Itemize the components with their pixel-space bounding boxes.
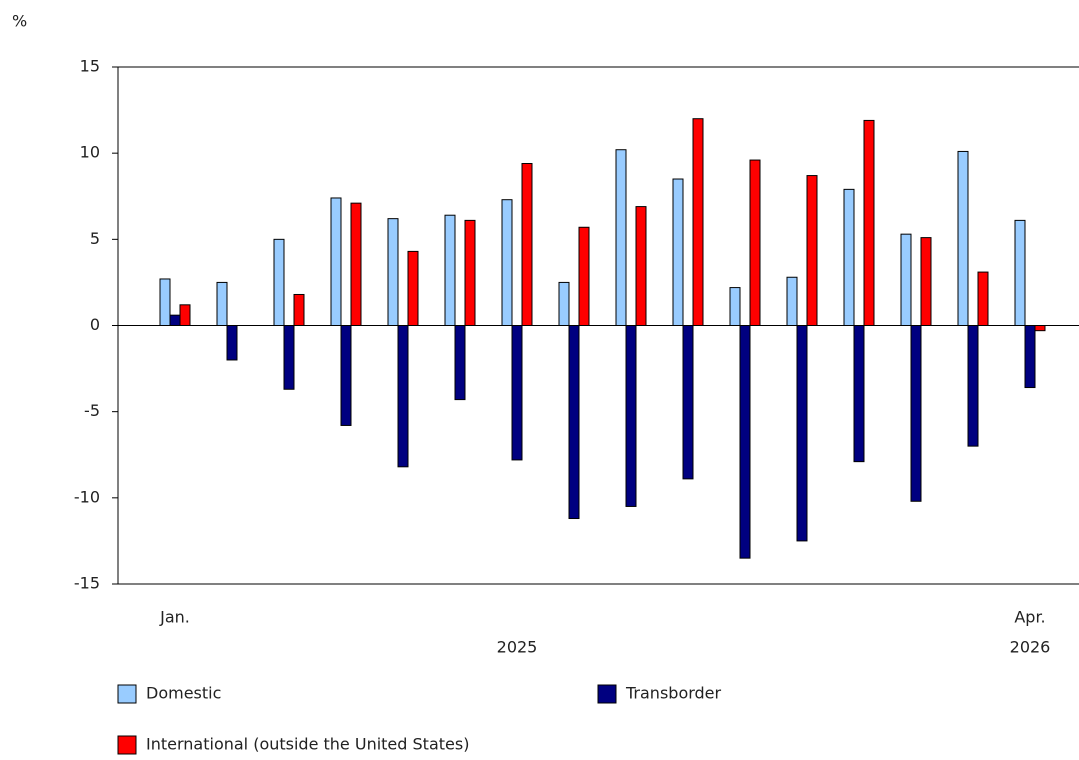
- bar: [397, 325, 409, 468]
- bar: [330, 197, 342, 326]
- bar: [625, 325, 637, 507]
- bar: [967, 325, 979, 447]
- x-group-label: 2025: [497, 638, 538, 657]
- y-tick-label: 10: [80, 143, 100, 162]
- bar: [226, 325, 238, 361]
- bar: [692, 118, 704, 326]
- bar: [273, 238, 285, 326]
- y-tick-label: -15: [74, 574, 100, 593]
- bar: [444, 214, 456, 326]
- bar: [786, 276, 798, 327]
- bar: [340, 325, 352, 426]
- x-tick-label: Jan.: [159, 608, 190, 627]
- bar: [521, 163, 533, 326]
- bar: [729, 287, 741, 327]
- bar: [179, 304, 191, 327]
- legend-label: Domestic: [146, 684, 221, 703]
- legend-swatch: [117, 735, 137, 755]
- bar: [739, 325, 751, 559]
- bar: [853, 325, 865, 463]
- legend-swatch: [597, 684, 617, 704]
- bar: [568, 325, 580, 520]
- legend-label: Transborder: [625, 684, 722, 703]
- bar: [407, 250, 419, 326]
- bar: [1034, 325, 1046, 332]
- bar: [843, 188, 855, 326]
- y-tick-label: 5: [90, 229, 100, 248]
- bar: [900, 233, 912, 326]
- bar: [635, 206, 647, 326]
- legend-swatch: [117, 684, 137, 704]
- y-tick-label: 15: [80, 57, 100, 76]
- bar: [283, 325, 295, 390]
- bar: [957, 150, 969, 326]
- bar: [169, 314, 181, 327]
- bar: [454, 325, 466, 401]
- bar: [293, 293, 305, 327]
- bar: [910, 325, 922, 502]
- bar: [350, 202, 362, 326]
- bar: [749, 159, 761, 326]
- bar: [1024, 325, 1036, 389]
- y-tick-label: -10: [74, 487, 100, 506]
- bar: [863, 119, 875, 326]
- x-group-label: 2026: [1010, 638, 1051, 657]
- bar: [682, 325, 694, 480]
- bar: [977, 271, 989, 326]
- bar: [578, 226, 590, 327]
- y-unit: %: [12, 12, 27, 31]
- bar: [464, 219, 476, 326]
- bar: [806, 175, 818, 326]
- bar: [615, 149, 627, 326]
- legend-label: International (outside the United States…: [146, 735, 469, 754]
- bar: [511, 325, 523, 461]
- bar: [216, 281, 228, 326]
- bar: [501, 199, 513, 327]
- bar: [672, 178, 684, 326]
- bar: [1014, 219, 1026, 326]
- y-tick-label: 0: [90, 315, 100, 334]
- bar: [558, 281, 570, 326]
- y-tick-label: -5: [84, 401, 100, 420]
- bar: [159, 278, 171, 326]
- bar: [796, 325, 808, 542]
- bar: [920, 237, 932, 326]
- bar: [387, 218, 399, 326]
- x-tick-label: Apr.: [1014, 608, 1045, 627]
